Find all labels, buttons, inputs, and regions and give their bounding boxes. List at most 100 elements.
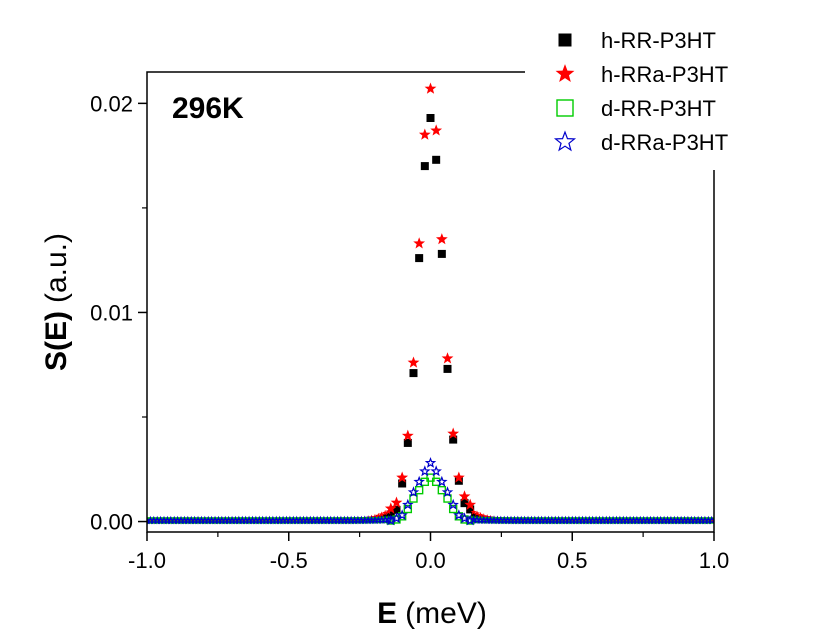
series-1-tail-point: [671, 517, 678, 523]
series-1-tail-point: [705, 517, 712, 523]
series-1-tail-point: [674, 517, 681, 523]
y-axis-title-unit: (a.u.): [40, 233, 73, 303]
y-tick-label: 0.00: [90, 510, 133, 535]
series-1-point-0: [384, 502, 397, 514]
y-axis-title-symbol: S(E): [40, 311, 73, 371]
series-3-point-14: [464, 514, 476, 526]
series-1-tail-point: [627, 517, 634, 523]
series-1-tail-point: [283, 517, 290, 523]
series-1-tail-point: [569, 517, 576, 523]
series-1-tail-point: [678, 517, 685, 523]
series-0-point-6: [420, 162, 429, 171]
series-1-point-12: [452, 471, 465, 483]
legend-marker-0: [558, 33, 572, 47]
series-0-point-5: [415, 254, 424, 263]
legend-label-2: d-RR-P3HT: [601, 96, 716, 121]
series-1-tail-point: [691, 517, 698, 523]
series-1-tail-point: [212, 517, 218, 523]
series-0-point-3: [403, 438, 412, 447]
series-0-point-4: [409, 369, 418, 378]
series-0-point-11: [449, 435, 458, 444]
series-1-point-1: [390, 496, 403, 508]
series-1-tail-point: [167, 517, 174, 523]
legend-background: [525, 20, 825, 170]
series-1-tail-point: [559, 517, 565, 523]
series-1-tail-point: [181, 517, 188, 523]
series-1-tail-point: [310, 517, 317, 523]
y-axis-title: S(E) (a.u.): [40, 233, 73, 371]
series-1-tail-point: [239, 517, 246, 523]
series-1-tail-point: [225, 517, 232, 523]
series-1-tail-point: [630, 517, 637, 523]
x-axis-title-unit: (meV): [405, 597, 487, 630]
series-1-tail-point: [378, 511, 385, 517]
series-0-point-13: [460, 499, 469, 508]
series-1-tail-point: [650, 517, 657, 523]
x-axis-title: E (meV): [377, 597, 487, 630]
series-1-tail-point: [171, 517, 178, 523]
series-1-tail-point: [184, 517, 191, 523]
series-1-tail-point: [644, 517, 651, 523]
series-0-point-14: [466, 505, 475, 514]
series-1-tail-point: [195, 517, 201, 523]
legend-marker-2: [556, 99, 574, 117]
series-1-tail-point: [474, 510, 480, 516]
series-3-point-10: [441, 486, 454, 498]
series-2-point-4: [409, 494, 418, 503]
series-1-tail-point: [164, 517, 171, 523]
series-1-tail-point: [470, 508, 477, 515]
series-1-tail-point: [552, 517, 559, 523]
series-1-tail-point: [300, 517, 307, 523]
series-1-tail-point: [147, 517, 154, 523]
series-1-tail-point: [297, 517, 304, 523]
series-1-tail-point: [249, 517, 256, 523]
series-0-point-7: [426, 114, 435, 122]
series-1-tail-point: [276, 517, 283, 523]
series-1-tail-point: [664, 517, 671, 523]
series-1-point-10: [441, 352, 454, 364]
series-2-point-2: [397, 512, 407, 521]
series-0-point-1: [392, 505, 401, 514]
series-2-point-11: [448, 504, 458, 514]
annotation-temperature: 296K: [172, 92, 244, 125]
series-3-point-0: [385, 514, 397, 526]
series-1-tail-point: [606, 517, 613, 523]
series-1-tail-point: [266, 517, 273, 523]
series-1-tail-point: [695, 517, 702, 523]
series-1-tail-point: [555, 517, 562, 523]
series-0-point-8: [432, 155, 441, 164]
series-1-tail-point: [579, 517, 586, 523]
series-1-point-2: [396, 471, 409, 483]
series-1-tail-point: [303, 517, 310, 523]
series-1-tail-point: [191, 517, 198, 523]
series-1-point-7: [424, 82, 437, 94]
series-1-tail-point: [603, 517, 610, 523]
series-3-point-7: [424, 456, 437, 468]
series-1-tail-point: [293, 517, 300, 523]
series-1-tail-point: [188, 517, 195, 523]
series-1-tail-point: [273, 517, 280, 523]
series-1-tail-point: [548, 517, 555, 523]
series-1-tail-point: [280, 517, 287, 523]
series-1-tail-point: [157, 517, 164, 523]
series-2-point-10: [443, 494, 452, 503]
series-1-tail-point: [286, 517, 293, 523]
legend-marker-3: [553, 130, 577, 152]
series-1-point-14: [464, 498, 477, 510]
series-1-point-3: [401, 429, 414, 441]
series-1-tail-point: [229, 517, 235, 523]
series-1-tail-point: [654, 517, 661, 523]
series-1-point-13: [458, 490, 471, 502]
series-1-tail-point: [623, 517, 630, 523]
series-1-tail-point: [647, 517, 654, 523]
series-1-tail-point: [178, 517, 184, 523]
series-1-tail-point: [698, 517, 705, 523]
series-1-tail-point: [572, 517, 579, 523]
series-1-tail-point: [150, 517, 157, 523]
series-1-tail-point: [565, 517, 572, 523]
legend-label-3: d-RRa-P3HT: [601, 130, 728, 155]
series-1-tail-point: [382, 509, 389, 516]
series-1-tail-point: [545, 517, 552, 523]
series-3-point-8: [430, 465, 442, 477]
series-3-point-4: [407, 486, 420, 498]
